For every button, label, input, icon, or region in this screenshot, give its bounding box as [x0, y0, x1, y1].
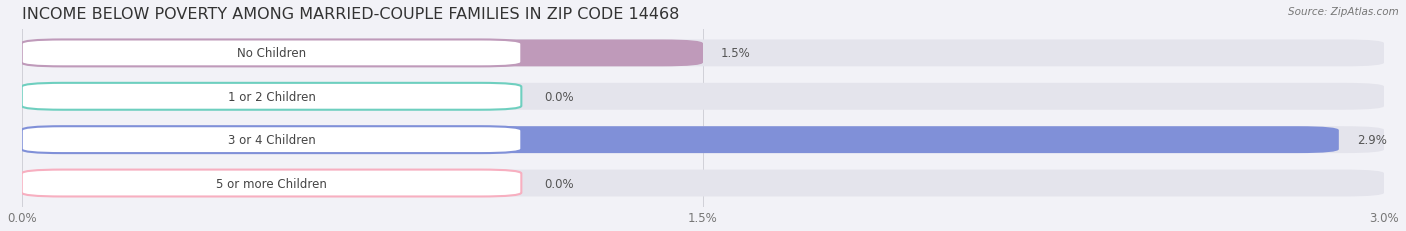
FancyBboxPatch shape — [21, 83, 522, 110]
FancyBboxPatch shape — [21, 40, 522, 67]
Text: INCOME BELOW POVERTY AMONG MARRIED-COUPLE FAMILIES IN ZIP CODE 14468: INCOME BELOW POVERTY AMONG MARRIED-COUPL… — [21, 7, 679, 22]
Text: No Children: No Children — [238, 47, 307, 60]
Text: 1 or 2 Children: 1 or 2 Children — [228, 90, 315, 103]
FancyBboxPatch shape — [21, 40, 703, 67]
FancyBboxPatch shape — [21, 40, 1385, 67]
Text: 3 or 4 Children: 3 or 4 Children — [228, 134, 315, 146]
Text: 0.0%: 0.0% — [544, 90, 574, 103]
FancyBboxPatch shape — [21, 170, 522, 197]
Text: Source: ZipAtlas.com: Source: ZipAtlas.com — [1288, 7, 1399, 17]
FancyBboxPatch shape — [21, 127, 1339, 153]
Text: 2.9%: 2.9% — [1357, 134, 1386, 146]
FancyBboxPatch shape — [21, 127, 1385, 153]
FancyBboxPatch shape — [21, 170, 1385, 197]
Text: 0.0%: 0.0% — [544, 177, 574, 190]
FancyBboxPatch shape — [21, 83, 1385, 110]
FancyBboxPatch shape — [21, 127, 522, 153]
Text: 1.5%: 1.5% — [721, 47, 751, 60]
Text: 5 or more Children: 5 or more Children — [217, 177, 328, 190]
